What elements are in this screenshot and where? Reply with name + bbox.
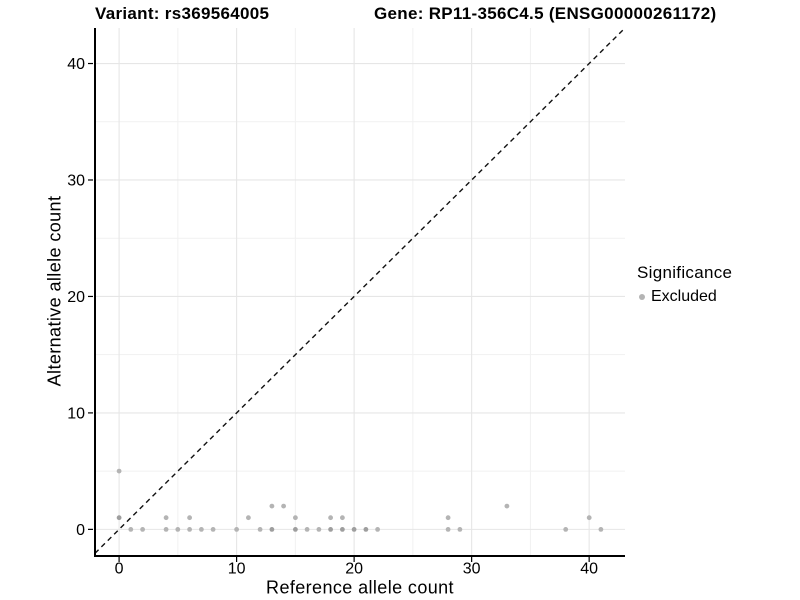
y-tick-label: 20 bbox=[67, 289, 85, 306]
data-point bbox=[116, 468, 122, 474]
data-point bbox=[293, 527, 298, 532]
data-point bbox=[281, 503, 286, 509]
data-point bbox=[328, 515, 333, 521]
identity-dashed-line bbox=[94, 27, 626, 554]
data-point bbox=[199, 527, 204, 532]
data-point bbox=[187, 515, 193, 521]
plot-title-gene: Gene: RP11-356C4.5 (ENSG00000261172) bbox=[374, 4, 717, 23]
y-axis-title: Alternative allele count bbox=[44, 195, 65, 387]
data-point bbox=[457, 527, 463, 532]
data-point bbox=[210, 527, 216, 532]
data-point bbox=[363, 527, 369, 532]
x-tick-label: 30 bbox=[463, 561, 481, 578]
data-point bbox=[293, 515, 298, 521]
data-point bbox=[304, 527, 310, 532]
data-point bbox=[375, 527, 380, 532]
x-tick-label: 20 bbox=[345, 561, 363, 578]
data-point bbox=[269, 503, 275, 509]
data-point bbox=[316, 527, 322, 532]
data-point bbox=[598, 527, 604, 532]
x-tick-label: 10 bbox=[228, 561, 246, 578]
x-axis-title: Reference allele count bbox=[266, 577, 454, 598]
data-point bbox=[175, 527, 181, 532]
data-point bbox=[563, 527, 569, 532]
x-tick-label: 0 bbox=[115, 561, 124, 578]
data-point bbox=[269, 527, 275, 532]
y-tick-label: 0 bbox=[76, 522, 85, 539]
data-point bbox=[187, 527, 193, 532]
legend-title: Significance bbox=[637, 263, 733, 282]
data-point bbox=[234, 527, 240, 532]
data-point bbox=[128, 527, 134, 532]
data-point bbox=[445, 515, 451, 521]
data-point bbox=[163, 527, 169, 532]
legend-key-dot-icon bbox=[639, 294, 645, 300]
data-point bbox=[340, 527, 345, 532]
data-point bbox=[445, 527, 451, 532]
data-point bbox=[351, 527, 357, 532]
data-point bbox=[257, 527, 263, 532]
y-tick-label: 30 bbox=[67, 172, 85, 189]
data-point bbox=[116, 515, 122, 521]
legend: Significance Excluded bbox=[637, 263, 732, 306]
y-tick-label: 40 bbox=[67, 56, 85, 73]
data-point bbox=[340, 515, 345, 521]
plot-title-variant: Variant: rs369564005 bbox=[95, 4, 270, 23]
legend-item-excluded: Excluded bbox=[637, 288, 732, 306]
legend-item-label: Excluded bbox=[651, 288, 717, 305]
x-tick-label: 40 bbox=[580, 561, 598, 578]
data-point bbox=[328, 527, 333, 532]
data-point bbox=[586, 515, 592, 521]
data-point bbox=[163, 515, 169, 521]
data-point bbox=[246, 515, 251, 521]
data-point bbox=[504, 503, 510, 509]
y-tick-label: 10 bbox=[67, 405, 85, 422]
data-point bbox=[140, 527, 146, 532]
